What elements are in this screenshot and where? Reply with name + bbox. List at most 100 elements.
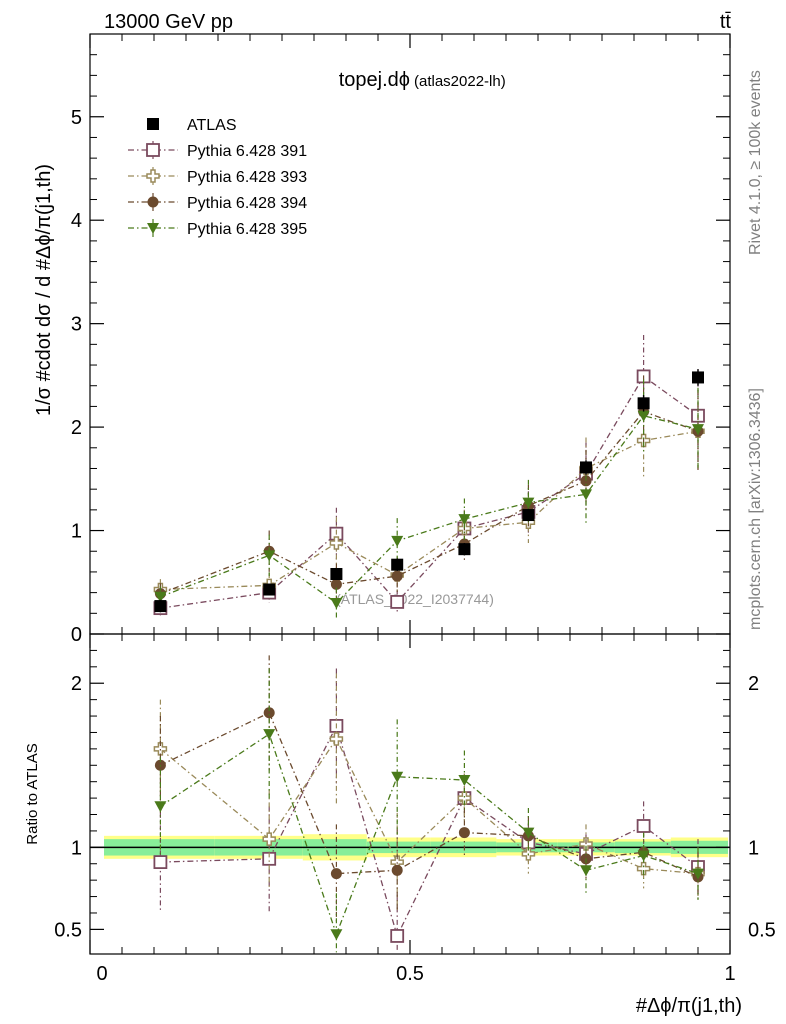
ratio-tick-label: 0.5: [54, 919, 82, 941]
data-point: [580, 475, 592, 487]
legend-label: Pythia 6.428 393: [187, 169, 307, 186]
y-tick-label: 5: [71, 107, 82, 129]
ratio-point: [154, 801, 167, 813]
legend-label: Pythia 6.428 395: [187, 221, 307, 238]
x-tick-label: 1: [724, 963, 735, 985]
ratio-point: [153, 855, 168, 870]
ratio-point: [391, 771, 404, 783]
ratio-tick-label-right: 1: [748, 837, 759, 859]
ratio-series-4: [154, 668, 704, 953]
series-1: [153, 335, 705, 616]
ratio-axis-label: Ratio to ATLAS: [24, 743, 41, 844]
legend-atlas-marker: [147, 118, 159, 130]
ratio-line: [160, 733, 699, 937]
main-panel-frame: [89, 33, 731, 635]
ratio-point: [580, 865, 592, 877]
ratio-point: [692, 868, 704, 880]
series-3: [154, 375, 704, 606]
ratio-point: [153, 742, 168, 756]
y-axis-label: 1/σ #cdot dσ / d #Δϕ/π(j1,th): [33, 164, 55, 416]
x-axis-label: #Δϕ/π(j1,th): [636, 995, 742, 1017]
ratio-point: [391, 864, 403, 876]
data-point: [580, 489, 592, 501]
atlas-data-point: [458, 543, 471, 556]
ratio-point: [329, 732, 344, 746]
atlas-data-point: [154, 600, 167, 613]
data-point: [692, 424, 704, 436]
atlas-data-point: [637, 397, 650, 410]
energy-label: 13000 GeV pp: [104, 11, 233, 33]
axis-tick-labels: 0 1 2 3 4 5 0.5 0.5 1 1 2 2 0 0.5 1: [54, 107, 776, 985]
ratio-point: [390, 929, 405, 943]
analysis-watermark: (ATLAS_2022_I2037744): [336, 591, 494, 607]
ratio-line: [160, 724, 699, 938]
ratio-point: [263, 707, 275, 719]
ratio-series-3: [154, 655, 704, 923]
ratio-point: [636, 819, 651, 833]
legend-marker: [146, 169, 160, 183]
y-tick-label: 4: [71, 210, 82, 232]
atlas-data-point: [580, 461, 592, 474]
y-tick-label: 3: [71, 314, 82, 336]
chart-title: topej.dϕ: [339, 69, 410, 91]
ratio-point: [522, 827, 535, 839]
main-plot-series: [153, 335, 705, 619]
legend-atlas-label: ATLAS: [187, 117, 237, 134]
atlas-data: [154, 369, 704, 613]
ratio-point: [457, 791, 472, 805]
data-point: [522, 497, 535, 509]
data-point: [329, 536, 344, 550]
process-label: tt̄: [720, 11, 732, 33]
data-point: [458, 514, 471, 526]
ratio-tick-label: 2: [71, 673, 82, 695]
data-point: [330, 597, 343, 609]
y-tick-label: 1: [71, 521, 82, 543]
series-4: [154, 379, 704, 619]
data-point: [391, 535, 404, 547]
ratio-point: [262, 832, 276, 846]
chart-subtitle: (atlas2022-lh): [414, 73, 506, 90]
legend: ATLAS Pythia 6.428 391 Pythia 6.428 393 Pyt…: [128, 117, 307, 238]
atlas-data-point: [391, 558, 404, 571]
ratio-tick-label-right: 0.5: [748, 919, 776, 941]
legend-marker: [147, 223, 159, 234]
ratio-tick-label-right: 2: [748, 673, 759, 695]
data-point: [330, 578, 342, 590]
data-point: [390, 595, 405, 609]
ratio-series-1: [153, 668, 705, 953]
ratio-panel-frame: [89, 633, 731, 955]
data-point: [637, 410, 650, 422]
ratio-plot-series: [153, 655, 705, 953]
atlas-data-point: [330, 568, 343, 580]
axis-ticks: [89, 34, 731, 954]
y-axis-label-text: 1/σ #cdot dσ / d #Δϕ/π(j1,th): [33, 164, 55, 416]
ratio-point: [636, 861, 651, 876]
ratio-point: [637, 850, 650, 862]
legend-marker: [147, 196, 159, 208]
y-tick-label: 0: [71, 624, 82, 646]
data-point: [263, 550, 276, 562]
atlas-data-point: [263, 583, 276, 596]
atlas-data-point: [522, 509, 535, 522]
series-line: [160, 375, 699, 609]
ratio-series-2: [153, 673, 705, 912]
ratio-tick-label: 1: [71, 837, 82, 859]
atlas-data-point: [692, 371, 704, 384]
mcplots-label: mcplots.cern.ch [arXiv:1306.3436]: [747, 388, 764, 630]
legend-label: Pythia 6.428 394: [187, 195, 307, 212]
ratio-point: [458, 827, 470, 839]
ratio-point: [330, 929, 343, 941]
ratio-line: [159, 737, 699, 875]
ratio-point: [263, 729, 276, 741]
ratio-point: [458, 775, 471, 787]
x-tick-label: 0: [96, 963, 107, 985]
data-point: [154, 591, 167, 603]
ratio-point: [330, 868, 342, 880]
x-tick-label: 0.5: [396, 963, 424, 985]
rivet-version-label: Rivet 4.1.0, ≥ 100k events: [747, 70, 764, 255]
legend-label: Pythia 6.428 391: [187, 143, 307, 160]
data-point: [391, 570, 403, 582]
legend-marker: [146, 143, 160, 157]
y-tick-label: 2: [71, 417, 82, 439]
